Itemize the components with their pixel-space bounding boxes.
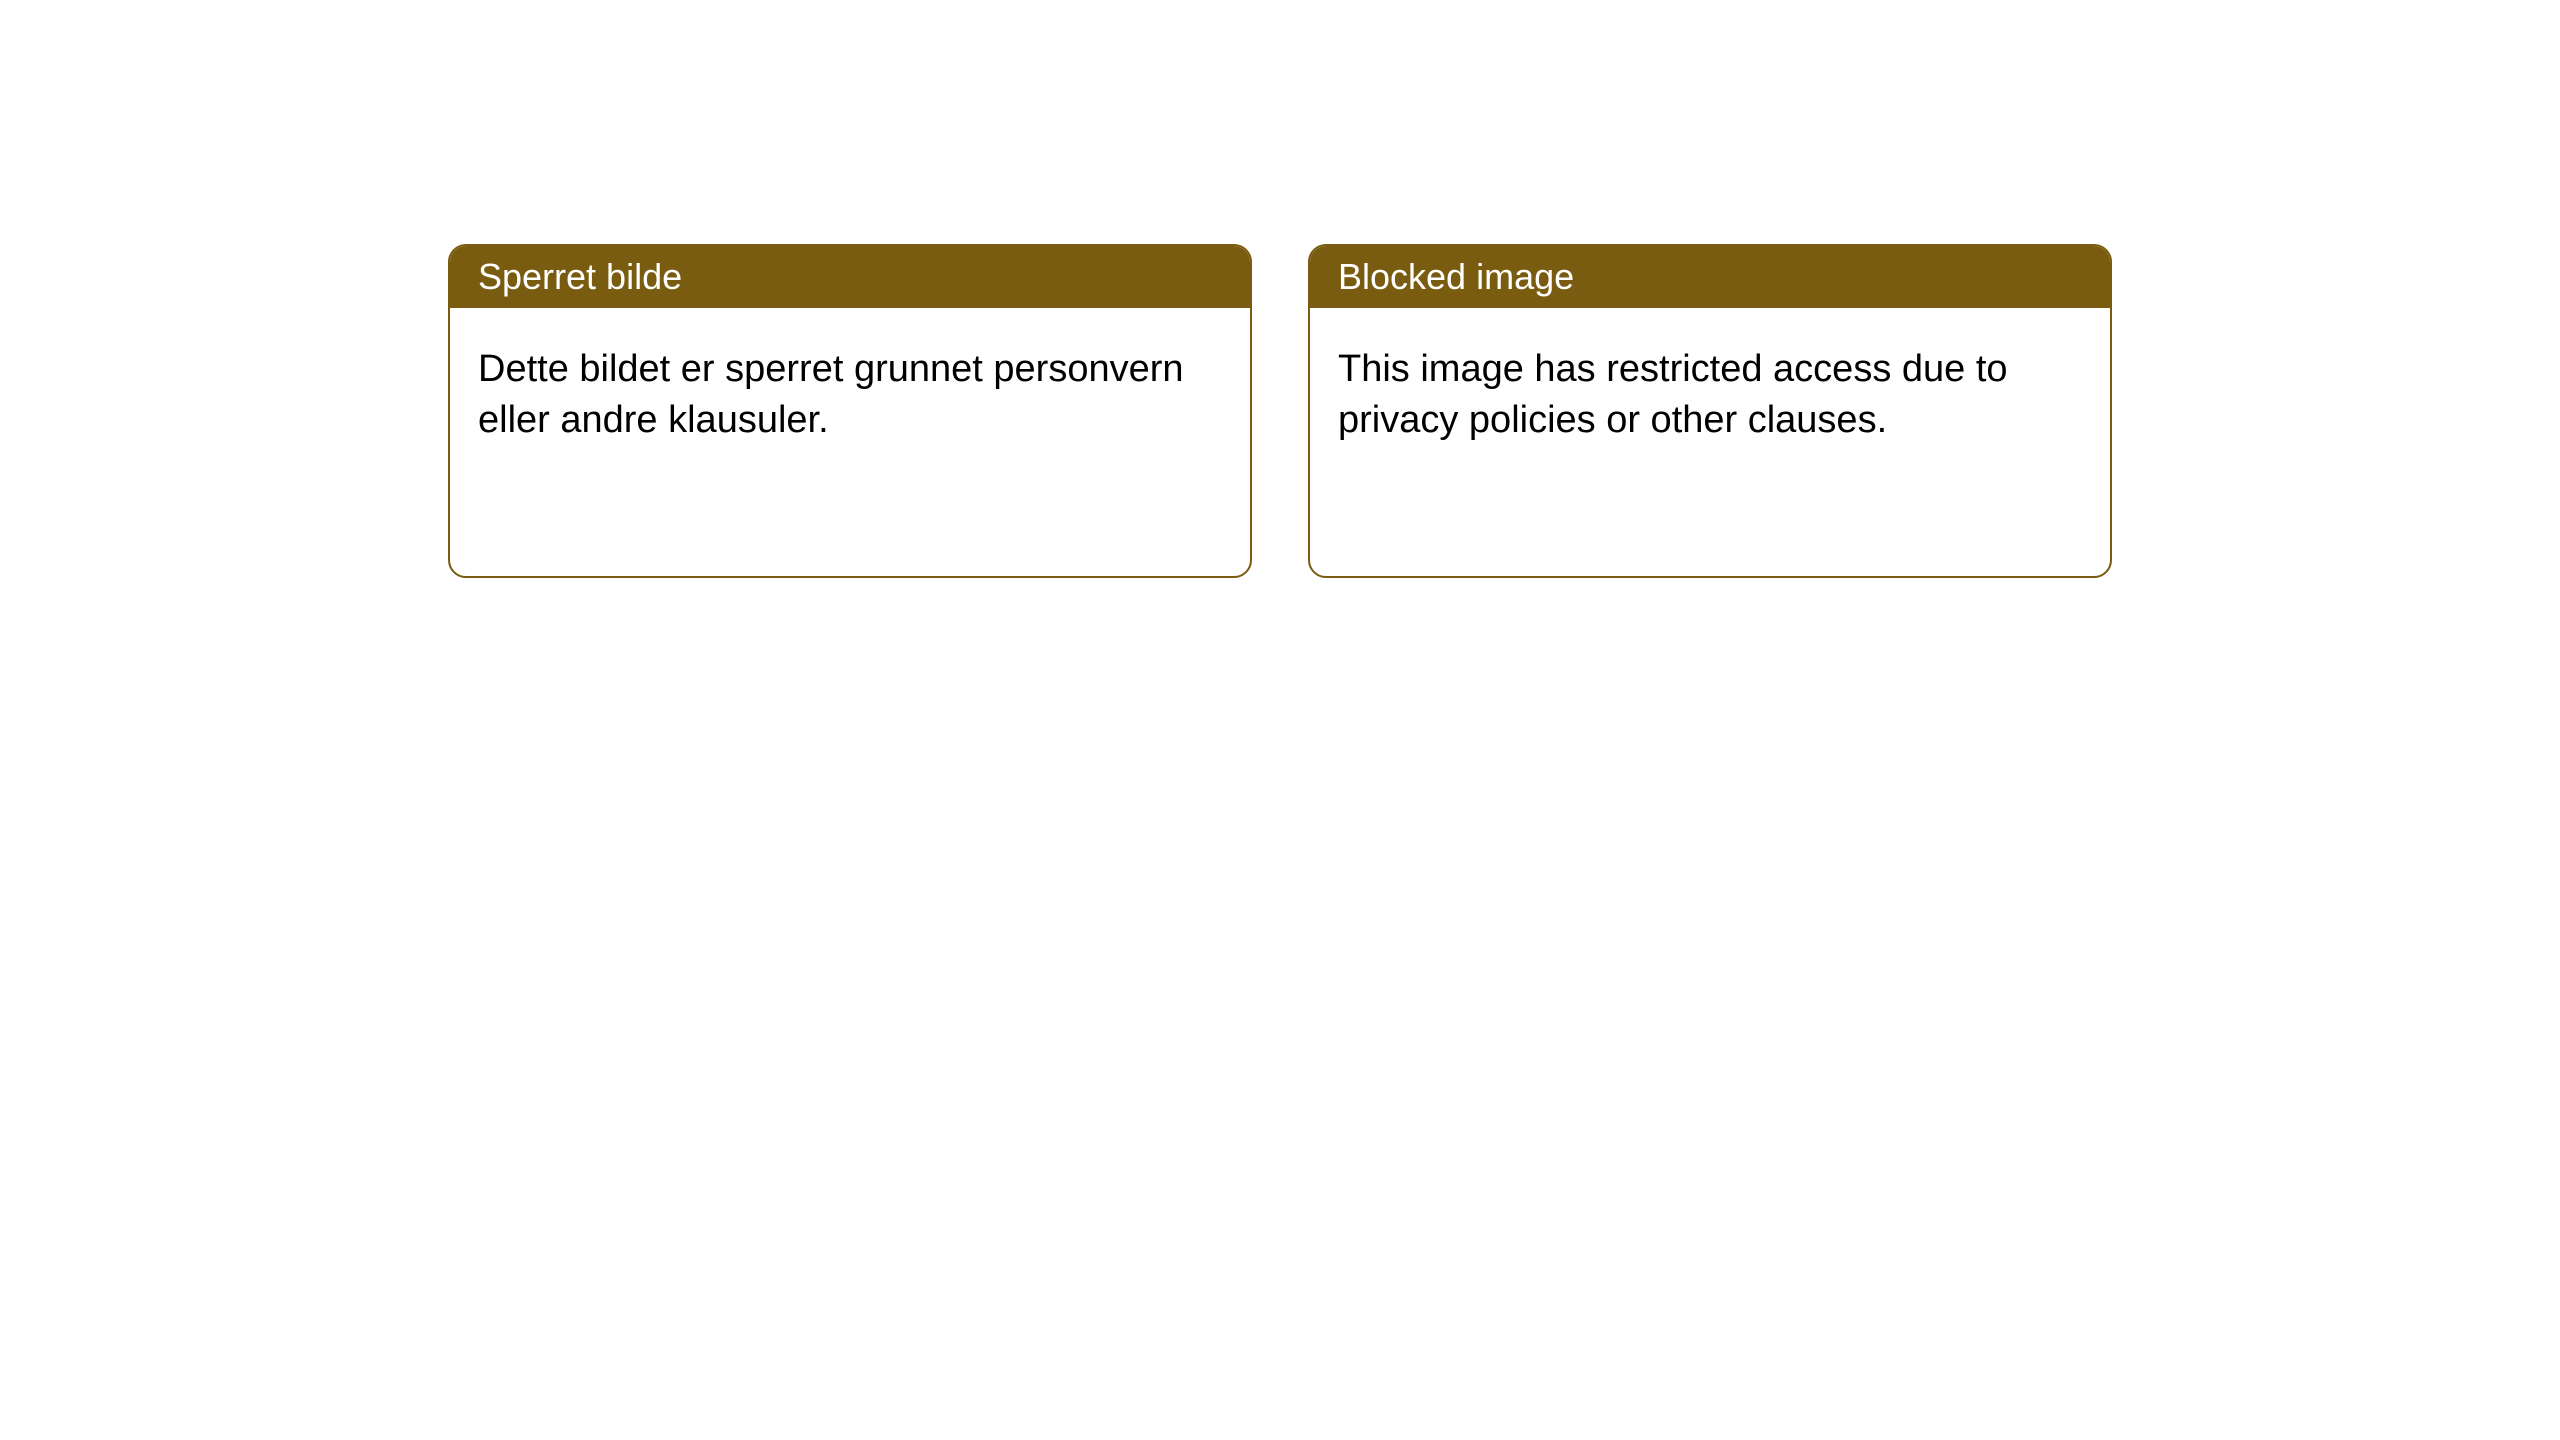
card-header: Blocked image [1310, 246, 2110, 308]
card-text: Dette bildet er sperret grunnet personve… [478, 348, 1184, 441]
card-body: Dette bildet er sperret grunnet personve… [450, 308, 1250, 483]
card-title: Blocked image [1338, 256, 1574, 297]
card-body: This image has restricted access due to … [1310, 308, 2110, 483]
notice-container: Sperret bilde Dette bildet er sperret gr… [0, 0, 2560, 578]
card-title: Sperret bilde [478, 256, 682, 297]
notice-card-english: Blocked image This image has restricted … [1308, 244, 2112, 578]
card-header: Sperret bilde [450, 246, 1250, 308]
card-text: This image has restricted access due to … [1338, 348, 2008, 441]
notice-card-norwegian: Sperret bilde Dette bildet er sperret gr… [448, 244, 1252, 578]
